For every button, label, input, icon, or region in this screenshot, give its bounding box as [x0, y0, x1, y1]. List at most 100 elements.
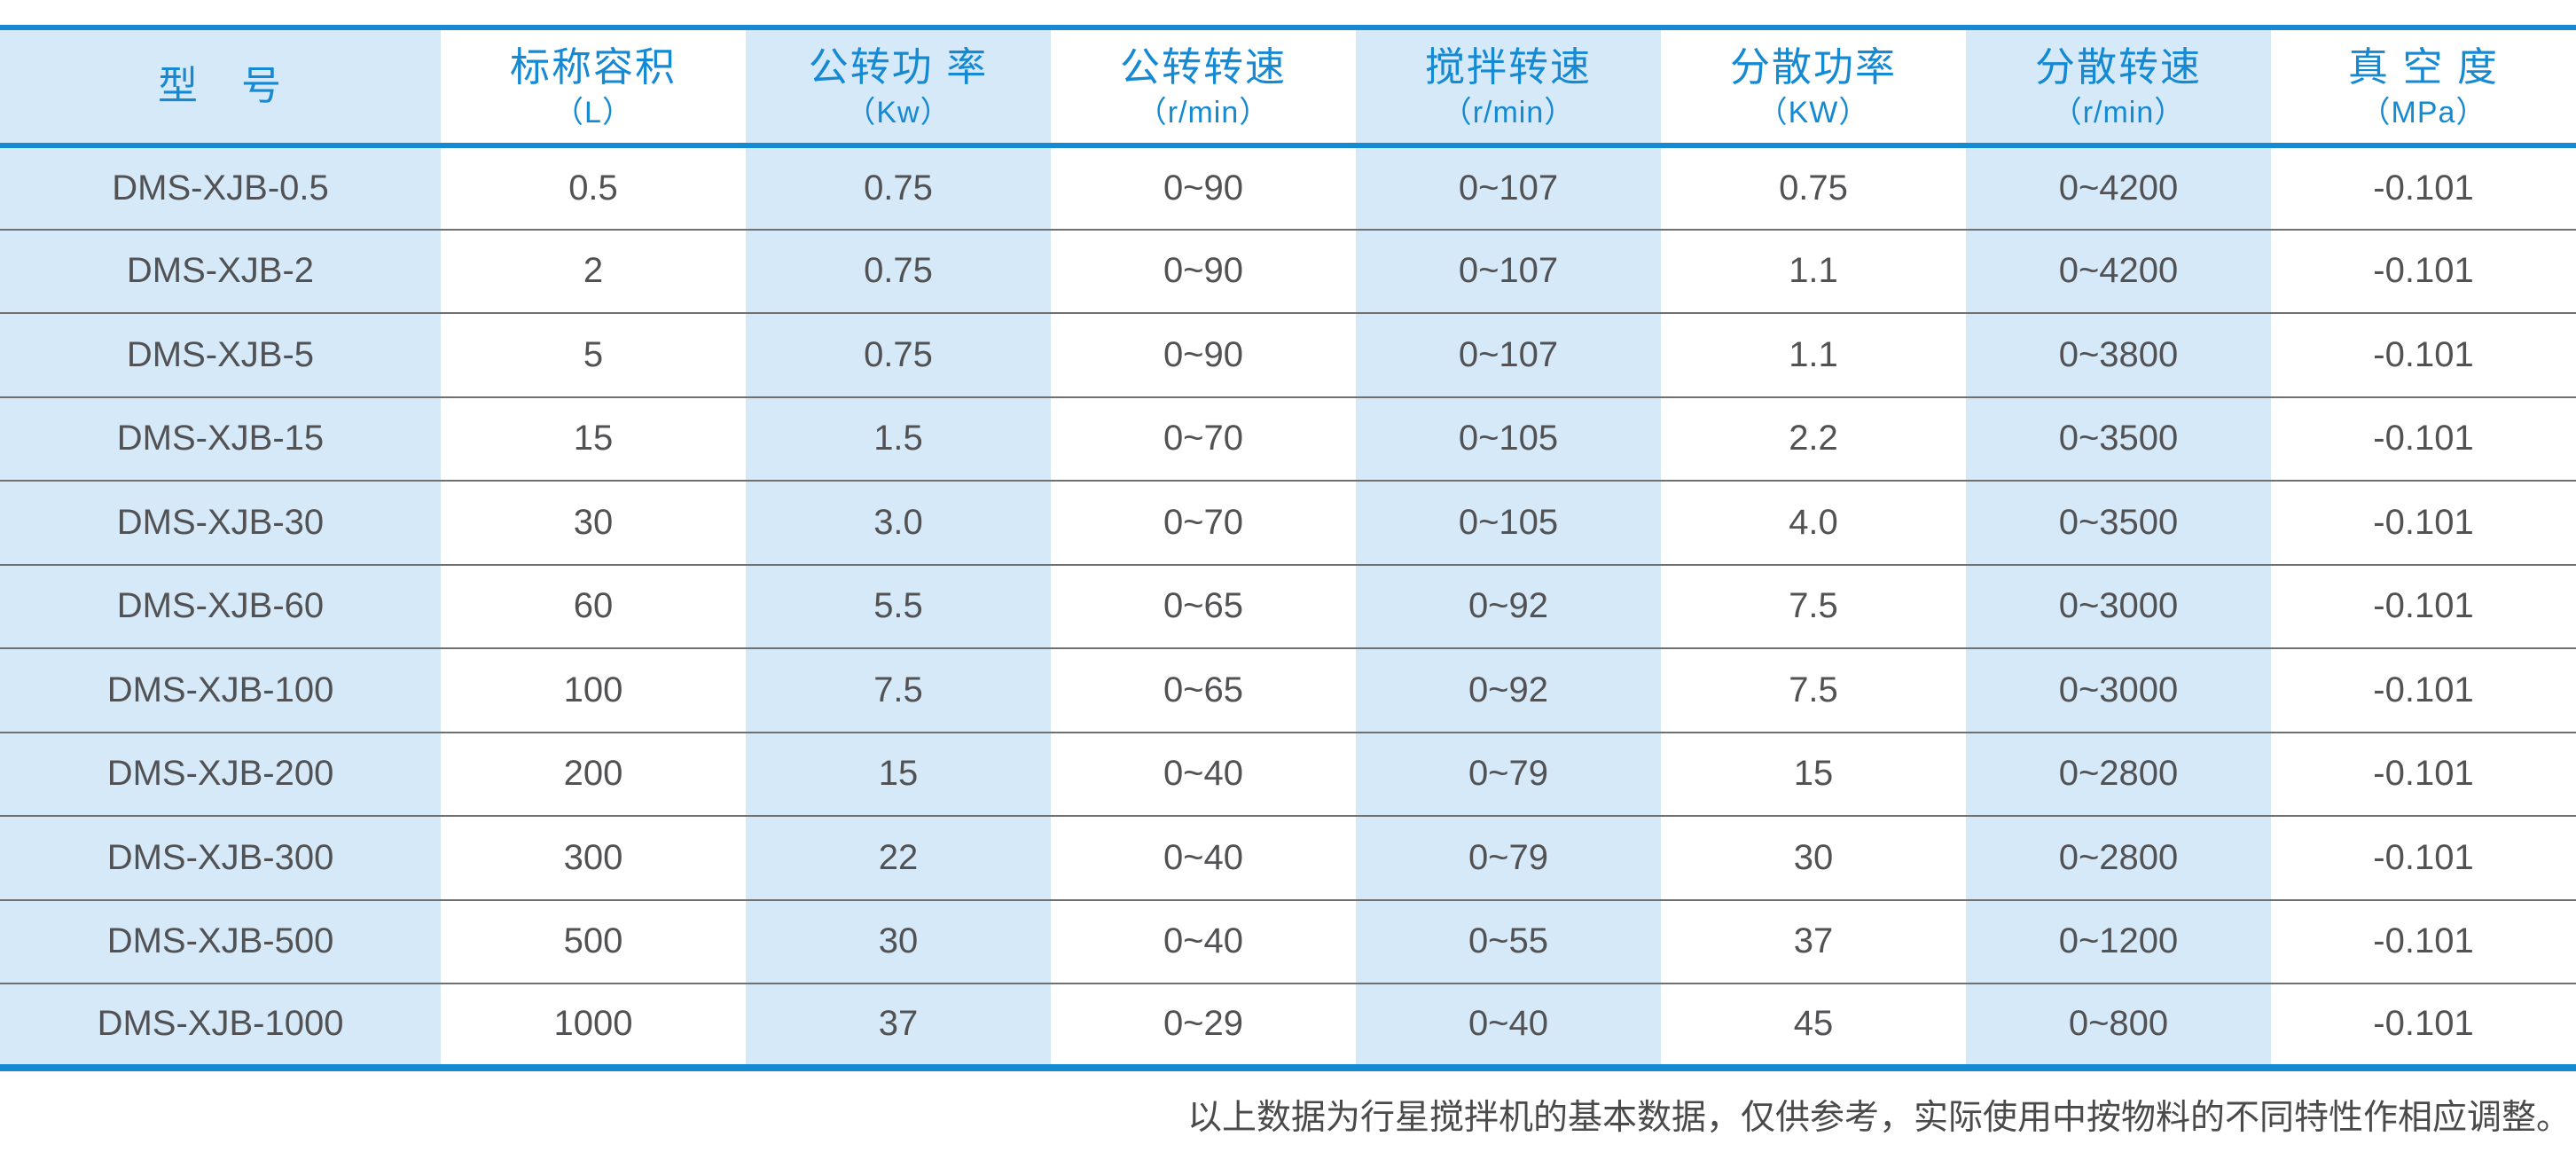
value-cell: 0~107: [1356, 313, 1661, 398]
value-cell: 0~40: [1051, 732, 1356, 817]
value-cell: 0~79: [1356, 732, 1661, 817]
column-unit: （KW）: [1757, 95, 1870, 129]
value-cell: 0~105: [1356, 481, 1661, 566]
model-cell: DMS-XJB-0.5: [0, 145, 441, 231]
value-cell: 200: [441, 732, 746, 817]
value-cell: 0~800: [1966, 984, 2271, 1071]
value-cell: 0.75: [1661, 145, 1966, 231]
model-cell: DMS-XJB-2: [0, 229, 441, 314]
footnote: 以上数据为行星搅拌机的基本数据，仅供参考，实际使用中按物料的不同特性作相应调整。: [1186, 1098, 2571, 1138]
value-cell: 0~40: [1051, 816, 1356, 901]
value-cell: 0~90: [1051, 145, 1356, 231]
table-row: DMS-XJB-200 200 15 0~40 0~79 15 0~2800 -0.101: [0, 732, 2576, 817]
value-cell: -0.101: [2271, 564, 2576, 649]
model-cell: DMS-XJB-300: [0, 816, 441, 901]
value-cell: 500: [441, 899, 746, 984]
value-cell: 0~40: [1356, 984, 1661, 1071]
value-cell: 3.0: [746, 481, 1051, 566]
column-title: 公转转速: [1119, 44, 1287, 90]
value-cell: 100: [441, 648, 746, 733]
value-cell: 0~105: [1356, 396, 1661, 482]
column-unit: （r/min）: [1136, 95, 1271, 129]
value-cell: 60: [441, 564, 746, 649]
value-cell: 0~90: [1051, 229, 1356, 314]
table-row: DMS-XJB-1000 1000 37 0~29 0~40 45 0~800 -0.101: [0, 984, 2576, 1071]
column-title: 分散功率: [1729, 44, 1897, 90]
value-cell: 22: [746, 816, 1051, 901]
value-cell: 0~3800: [1966, 313, 2271, 398]
column-header-3: 公转功 率 （Kw）: [746, 27, 1051, 148]
value-cell: -0.101: [2271, 145, 2576, 231]
column-title: 公转功 率: [808, 44, 989, 90]
value-cell: 0~70: [1051, 481, 1356, 566]
value-cell: 15: [1661, 732, 1966, 817]
value-cell: 0~29: [1051, 984, 1356, 1071]
value-cell: 7.5: [746, 648, 1051, 733]
value-cell: 0~2800: [1966, 732, 2271, 817]
model-cell: DMS-XJB-100: [0, 648, 441, 733]
value-cell: 0.75: [746, 145, 1051, 231]
table-row: DMS-XJB-0.5 0.5 0.75 0~90 0~107 0.75 0~4200 -0.…: [0, 145, 2576, 231]
model-cell: DMS-XJB-500: [0, 899, 441, 984]
table-row: DMS-XJB-100 100 7.5 0~65 0~92 7.5 0~3000 -0.101: [0, 648, 2576, 733]
value-cell: 5.5: [746, 564, 1051, 649]
column-title: 型 号: [157, 63, 283, 109]
value-cell: 0~92: [1356, 648, 1661, 733]
column-header-5: 搅拌转速 （r/min）: [1356, 27, 1661, 148]
spec-table: 型 号 标称容积 （L） 公转功 率 （Kw） 公转转速 （r/min） 搅拌转速 （r/min…: [0, 25, 2576, 1071]
value-cell: 0~4200: [1966, 229, 2271, 314]
value-cell: 0~40: [1051, 899, 1356, 984]
model-cell: DMS-XJB-5: [0, 313, 441, 398]
value-cell: 37: [1661, 899, 1966, 984]
value-cell: 0~79: [1356, 816, 1661, 901]
value-cell: 0~4200: [1966, 145, 2271, 231]
value-cell: -0.101: [2271, 816, 2576, 901]
value-cell: 2.2: [1661, 396, 1966, 482]
value-cell: -0.101: [2271, 648, 2576, 733]
column-title: 真 空 度: [2347, 44, 2499, 90]
value-cell: -0.101: [2271, 229, 2576, 314]
value-cell: 0~55: [1356, 899, 1661, 984]
value-cell: 0~90: [1051, 313, 1356, 398]
table-row: DMS-XJB-15 15 1.5 0~70 0~105 2.2 0~3500 -0.101: [0, 396, 2576, 482]
value-cell: 0~107: [1356, 145, 1661, 231]
value-cell: 37: [746, 984, 1051, 1071]
value-cell: 0~65: [1051, 564, 1356, 649]
table-row: DMS-XJB-500 500 30 0~40 0~55 37 0~1200 -0.101: [0, 899, 2576, 984]
value-cell: 0~3000: [1966, 564, 2271, 649]
table-row: DMS-XJB-2 2 0.75 0~90 0~107 1.1 0~4200 -0.101: [0, 229, 2576, 314]
column-unit: （MPa）: [2360, 95, 2487, 129]
value-cell: 0~70: [1051, 396, 1356, 482]
value-cell: 0.5: [441, 145, 746, 231]
value-cell: 300: [441, 816, 746, 901]
value-cell: 15: [746, 732, 1051, 817]
value-cell: -0.101: [2271, 732, 2576, 817]
value-cell: 0~3000: [1966, 648, 2271, 733]
model-cell: DMS-XJB-60: [0, 564, 441, 649]
column-title: 搅拌转速: [1424, 44, 1592, 90]
model-cell: DMS-XJB-15: [0, 396, 441, 482]
column-header-6: 分散功率 （KW）: [1661, 27, 1966, 148]
value-cell: 0~107: [1356, 229, 1661, 314]
value-cell: 1.1: [1661, 313, 1966, 398]
table-row: DMS-XJB-5 5 0.75 0~90 0~107 1.1 0~3800 -0.101: [0, 313, 2576, 398]
header-row: 型 号 标称容积 （L） 公转功 率 （Kw） 公转转速 （r/min） 搅拌转速 （r/min…: [0, 27, 2576, 148]
column-unit: （L）: [553, 95, 633, 129]
value-cell: -0.101: [2271, 396, 2576, 482]
column-title: 分散转速: [2034, 44, 2202, 90]
value-cell: 7.5: [1661, 648, 1966, 733]
value-cell: 45: [1661, 984, 1966, 1071]
table-row: DMS-XJB-60 60 5.5 0~65 0~92 7.5 0~3000 -0.101: [0, 564, 2576, 649]
value-cell: 2: [441, 229, 746, 314]
value-cell: -0.101: [2271, 313, 2576, 398]
value-cell: -0.101: [2271, 984, 2576, 1071]
value-cell: 0~1200: [1966, 899, 2271, 984]
value-cell: 1.1: [1661, 229, 1966, 314]
model-cell: DMS-XJB-1000: [0, 984, 441, 1071]
column-unit: （r/min）: [2051, 95, 2186, 129]
table-row: DMS-XJB-300 300 22 0~40 0~79 30 0~2800 -0.101: [0, 816, 2576, 901]
table-row: DMS-XJB-30 30 3.0 0~70 0~105 4.0 0~3500 -0.101: [0, 481, 2576, 566]
value-cell: 5: [441, 313, 746, 398]
model-cell: DMS-XJB-200: [0, 732, 441, 817]
